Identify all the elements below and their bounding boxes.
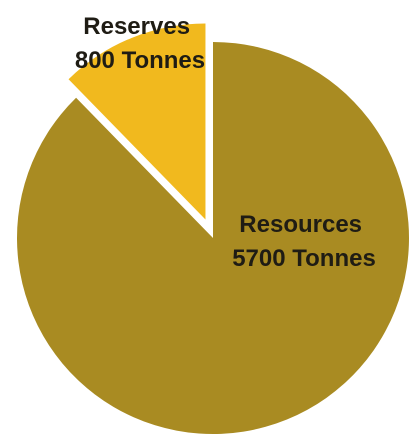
resources-label: Resources 5700 Tonnes bbox=[232, 211, 376, 272]
reserves-label: Reserves 800 Tonnes bbox=[75, 13, 205, 74]
pie-slice-resources bbox=[16, 42, 409, 434]
pie-slice-reserves bbox=[68, 23, 206, 220]
resources-value-label: 5700 Tonnes bbox=[232, 245, 376, 272]
slice-labels: Reserves 800 Tonnes Resources 5700 Tonne… bbox=[75, 13, 376, 272]
pie-slices bbox=[16, 23, 409, 434]
resources-category-label: Resources bbox=[239, 211, 362, 238]
reserves-category-label: Reserves bbox=[83, 13, 190, 40]
reserves-value-label: 800 Tonnes bbox=[75, 47, 205, 74]
